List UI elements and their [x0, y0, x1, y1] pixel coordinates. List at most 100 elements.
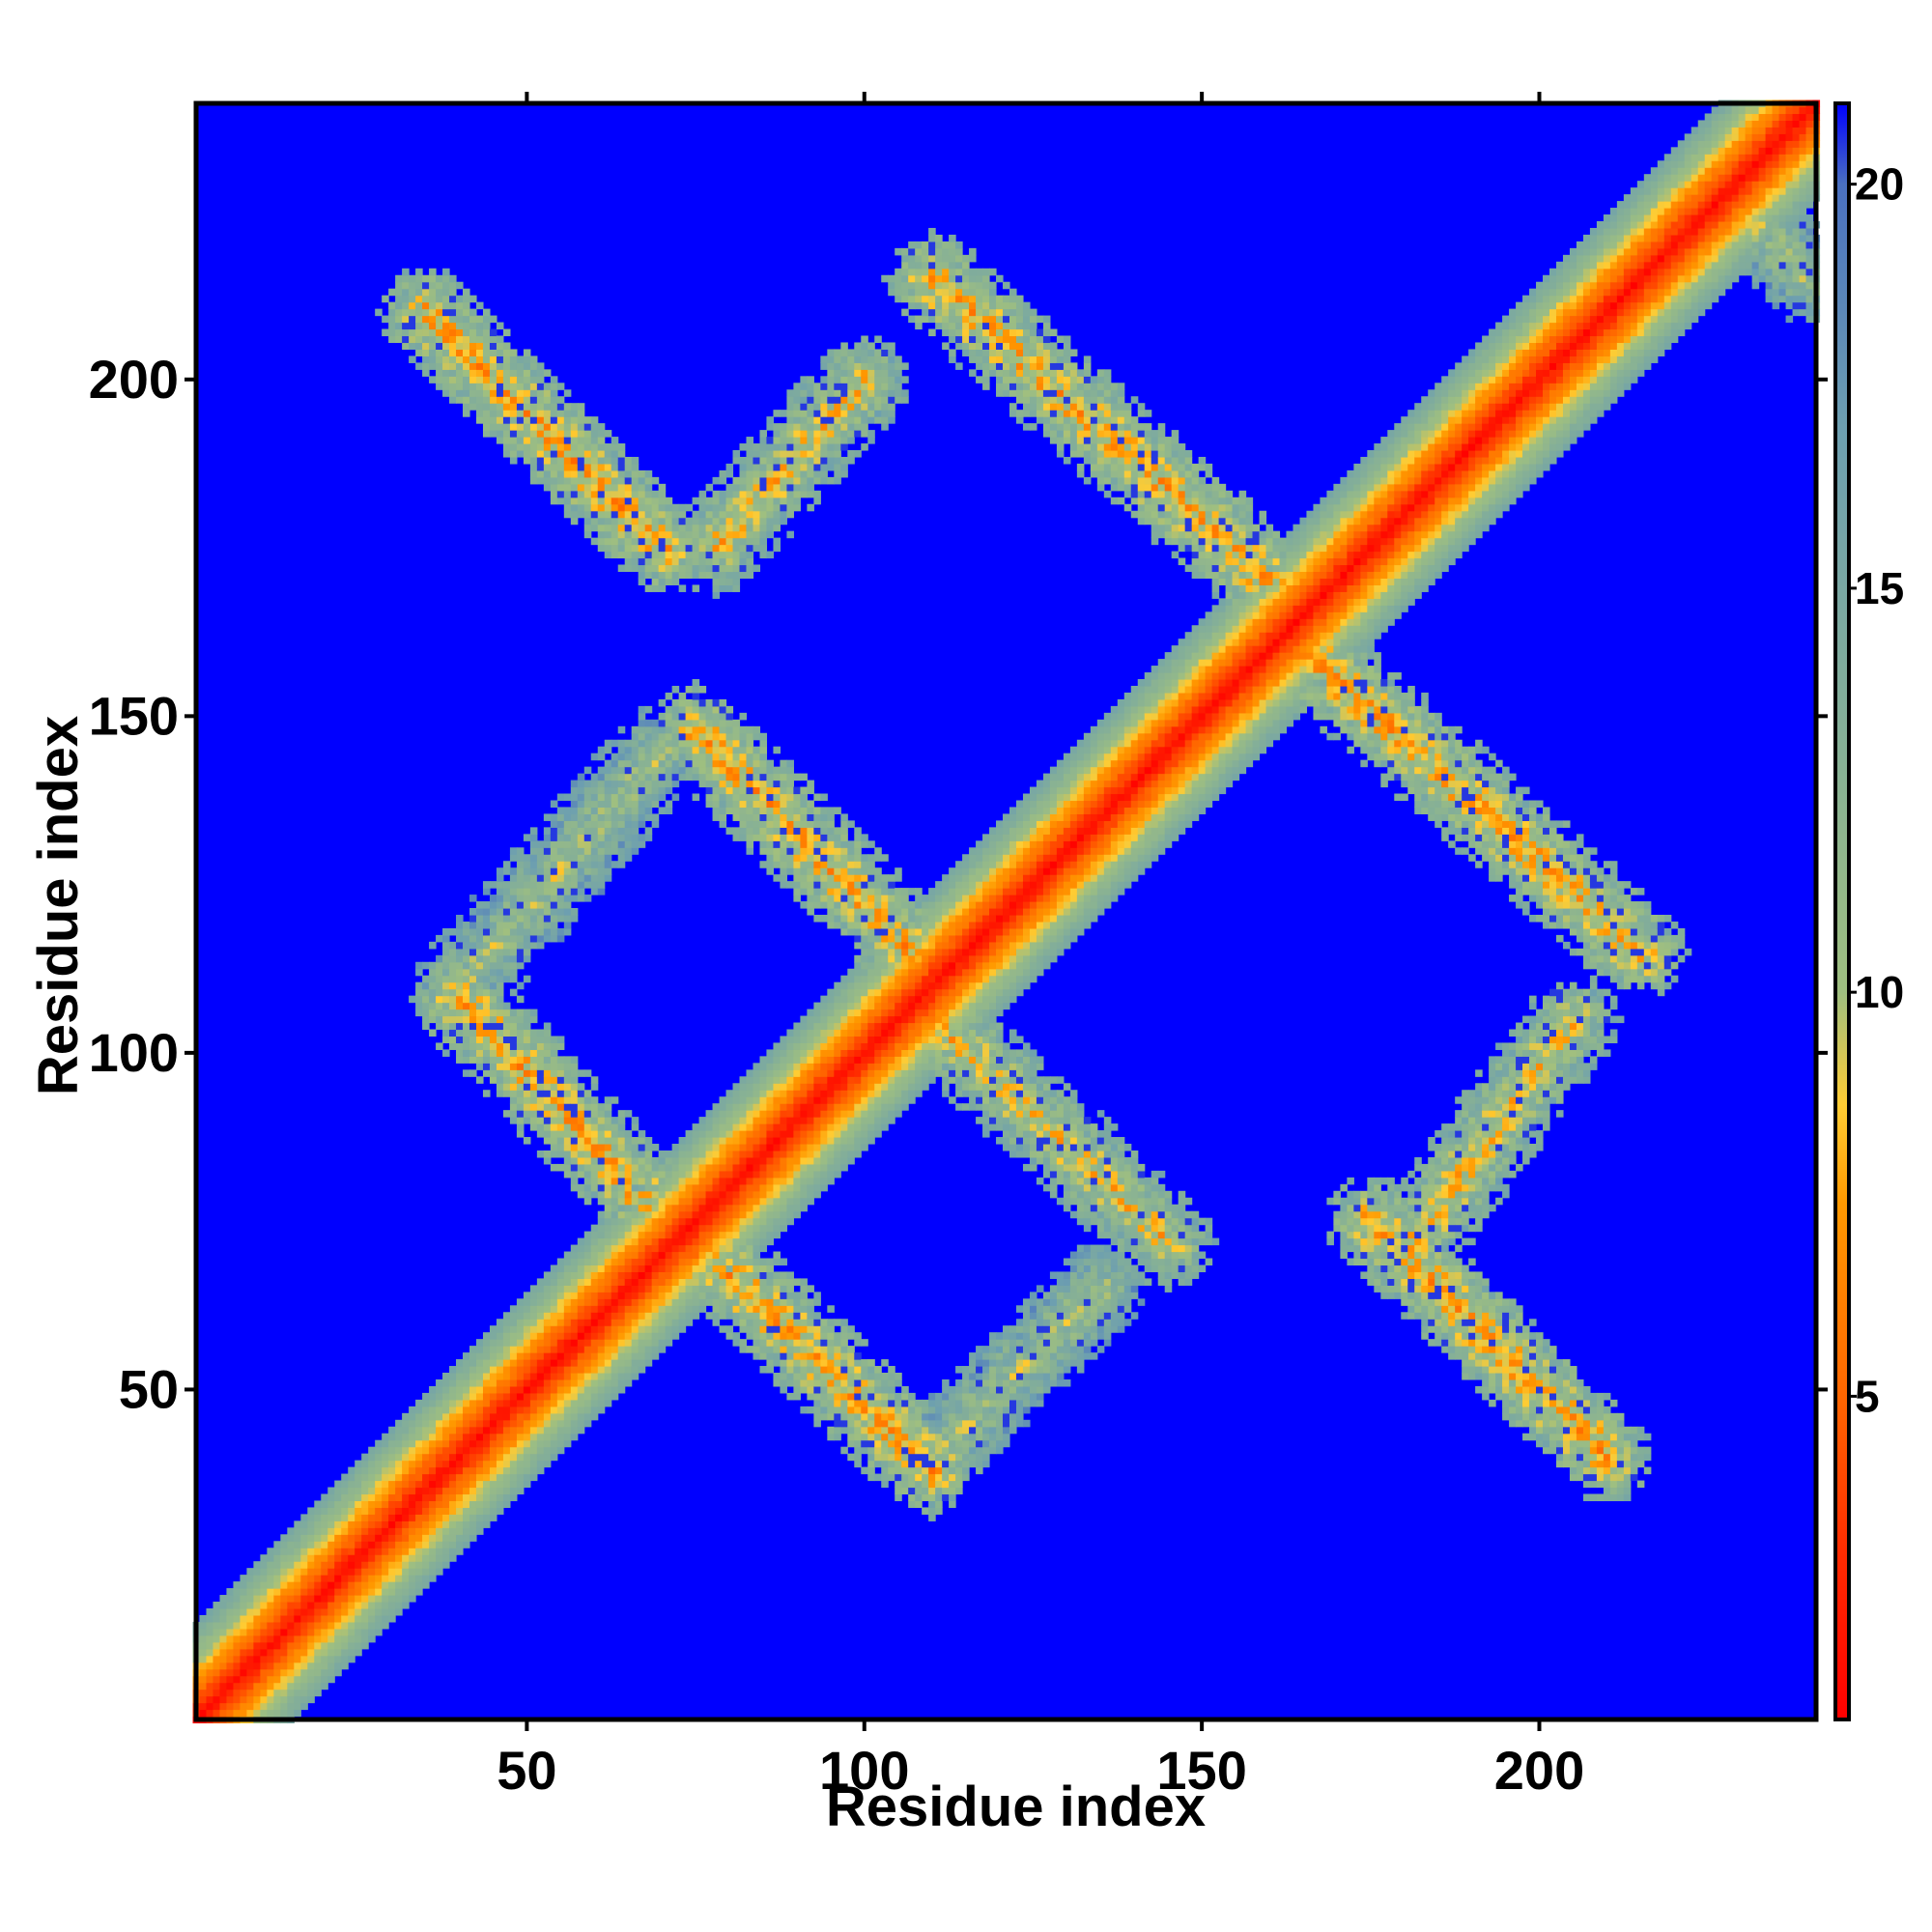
- heatmap-cell: [644, 732, 653, 741]
- heatmap-cell: [294, 1595, 301, 1603]
- heatmap-cell: [475, 988, 484, 997]
- heatmap-cell: [226, 1602, 234, 1609]
- heatmap-cell: [705, 1137, 714, 1145]
- heatmap-cell: [780, 1150, 787, 1158]
- heatmap-cell: [570, 430, 579, 438]
- heatmap-cell: [516, 1042, 525, 1050]
- heatmap-cell: [685, 1163, 694, 1172]
- heatmap-cell: [617, 793, 626, 802]
- heatmap-cell: [375, 1614, 383, 1623]
- heatmap-cell: [550, 1150, 558, 1158]
- heatmap-cell: [786, 1339, 794, 1347]
- heatmap-cell: [746, 739, 754, 748]
- heatmap-cell: [786, 1156, 794, 1165]
- heatmap-cell: [307, 1520, 315, 1528]
- heatmap-cell: [638, 1143, 646, 1151]
- heatmap-cell: [563, 1156, 572, 1165]
- heatmap-cell: [786, 1177, 794, 1185]
- heatmap-cell: [543, 1130, 552, 1138]
- heatmap-cell: [409, 1527, 416, 1535]
- heatmap-cell: [382, 1514, 389, 1521]
- heatmap-cell: [753, 773, 761, 781]
- heatmap-cell: [341, 1575, 349, 1582]
- heatmap-cell: [300, 1641, 308, 1650]
- heatmap-cell: [429, 1507, 437, 1515]
- heatmap-cell: [583, 1278, 592, 1286]
- heatmap-cell: [456, 954, 464, 963]
- heatmap-cell: [638, 1244, 646, 1253]
- heatmap-cell: [739, 524, 748, 532]
- heatmap-cell: [638, 530, 646, 539]
- heatmap-cell: [671, 1305, 680, 1313]
- heatmap-cell: [570, 1359, 579, 1367]
- heatmap-cell: [705, 753, 714, 761]
- heatmap-cell: [327, 1607, 335, 1616]
- heatmap-cell: [712, 557, 721, 566]
- heatmap-cell: [219, 1602, 228, 1609]
- heatmap-cell: [348, 1487, 355, 1495]
- heatmap-cell: [705, 524, 714, 532]
- heatmap-cell: [550, 376, 558, 384]
- heatmap-cell: [469, 1527, 477, 1535]
- heatmap-cell: [273, 1581, 281, 1589]
- heatmap-cell: [671, 746, 680, 754]
- heatmap-cell: [658, 1298, 667, 1306]
- heatmap-cell: [240, 1709, 247, 1718]
- heatmap-cell: [456, 1500, 464, 1508]
- heatmap-cell: [422, 1514, 430, 1521]
- heatmap-cell: [786, 847, 794, 855]
- heatmap-cell: [753, 1110, 761, 1118]
- heatmap-cell: [739, 1204, 748, 1212]
- heatmap-cell: [543, 1292, 552, 1299]
- heatmap-cell: [321, 1581, 328, 1589]
- heatmap-cell: [759, 469, 768, 478]
- heatmap-cell: [753, 1217, 761, 1226]
- heatmap-cell: [705, 1217, 714, 1226]
- heatmap-cell: [577, 483, 585, 492]
- heatmap-cell: [617, 483, 626, 492]
- heatmap-cell: [604, 800, 612, 809]
- heatmap-cell: [523, 1015, 531, 1024]
- heatmap-cell: [624, 813, 633, 821]
- heatmap-cell: [563, 888, 572, 895]
- heatmap-cell: [509, 1022, 518, 1031]
- heatmap-cell: [577, 1366, 585, 1374]
- heatmap-cell: [463, 1359, 470, 1367]
- heatmap-cell: [529, 430, 538, 438]
- heatmap-cell: [463, 968, 470, 977]
- heatmap-cell: [509, 901, 518, 909]
- heatmap-cell: [786, 437, 794, 444]
- heatmap-cell: [746, 1271, 754, 1279]
- heatmap-cell: [469, 1036, 477, 1043]
- heatmap-cell: [644, 813, 653, 821]
- heatmap-cell: [246, 1628, 254, 1636]
- heatmap-cell: [780, 1042, 787, 1050]
- heatmap-cell: [502, 888, 511, 895]
- heatmap-cell: [382, 328, 389, 337]
- heatmap-cell: [665, 780, 673, 788]
- heatmap-cell: [651, 1278, 660, 1286]
- heatmap-cell: [638, 820, 646, 828]
- heatmap-cell: [671, 712, 680, 721]
- heatmap-cell: [570, 437, 579, 444]
- heatmap-cell: [692, 1271, 700, 1279]
- heatmap-cell: [213, 1634, 221, 1643]
- heatmap-cell: [219, 1682, 228, 1690]
- heatmap-cell: [523, 1305, 531, 1313]
- heatmap-cell: [651, 578, 660, 585]
- heatmap-cell: [489, 1487, 497, 1495]
- heatmap-cell: [402, 1466, 410, 1475]
- heatmap-cell: [725, 578, 734, 585]
- heatmap-cell: [449, 1378, 457, 1387]
- heatmap-cell: [773, 1217, 781, 1226]
- heatmap-cell: [671, 1237, 680, 1246]
- heatmap-cell: [786, 1049, 794, 1057]
- heatmap-cell: [348, 1628, 355, 1636]
- heatmap-cell: [429, 274, 437, 283]
- heatmap-cell: [739, 1090, 748, 1097]
- heatmap-cell: [719, 1170, 727, 1179]
- heatmap-cell: [482, 1090, 491, 1097]
- heatmap-cell: [773, 497, 781, 505]
- heatmap-cell: [631, 1298, 639, 1306]
- heatmap-cell: [415, 1575, 423, 1582]
